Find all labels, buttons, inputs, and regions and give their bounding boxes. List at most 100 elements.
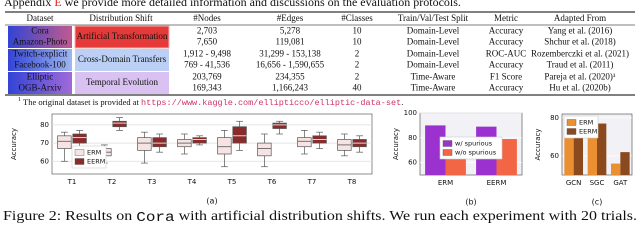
table-cell: Elliptic bbox=[27, 72, 54, 82]
header-ref: E bbox=[54, 0, 61, 9]
bar bbox=[587, 136, 597, 175]
footnote-end: . bbox=[401, 97, 403, 107]
table-cell: Facebook-100 bbox=[14, 60, 66, 70]
table-cell: 1,166,243 bbox=[272, 83, 309, 93]
shift-cell-bg bbox=[75, 72, 169, 94]
table-cell: Shchur et al. (2018) bbox=[544, 37, 615, 47]
bar bbox=[573, 125, 583, 175]
footnote-text: The original dataset is provided at bbox=[23, 97, 140, 107]
caption-code: Cora bbox=[136, 211, 174, 226]
shift-cell: Artificial Transformation bbox=[77, 31, 168, 41]
table-cell: 119,081 bbox=[276, 37, 305, 47]
box bbox=[192, 137, 207, 144]
page: Appendix E we provide more detailed info… bbox=[3, 0, 637, 226]
table-cell: Yang et al. (2016) bbox=[548, 26, 613, 36]
legend-label: w/o spurious bbox=[455, 149, 497, 157]
shift-cell: Cross-Domain Transfers bbox=[78, 54, 167, 64]
legend-label: EERM bbox=[579, 128, 597, 136]
shift-cell: Temporal Evolution bbox=[86, 77, 159, 87]
table-cell: Domain-Level bbox=[407, 60, 460, 70]
box bbox=[257, 142, 272, 157]
table-cell: 1,912 - 9,498 bbox=[183, 49, 231, 59]
table-cell: Accuracy bbox=[489, 83, 524, 93]
table-cell: Accuracy bbox=[489, 60, 524, 70]
table-cell: Amazon-Photo bbox=[13, 37, 68, 47]
y-axis-label: Accuracy bbox=[10, 128, 18, 160]
box bbox=[137, 137, 152, 151]
table-header-cell: Adapted From bbox=[554, 13, 606, 23]
table-cell: 2 bbox=[355, 72, 360, 82]
table-cell: 169,343 bbox=[192, 83, 222, 93]
table-header-cell: Train/Val/Test Split bbox=[398, 13, 469, 23]
table-cell: 2 bbox=[355, 60, 360, 70]
legend-box bbox=[439, 136, 503, 160]
table-header-cell: Dataset bbox=[27, 13, 54, 23]
legend-label: ERM bbox=[579, 119, 593, 127]
table-cell: 40 bbox=[353, 83, 363, 93]
shift-cell-bg bbox=[75, 49, 169, 71]
table-cell: 2,703 bbox=[197, 26, 218, 36]
table-cell: Pareja et al. (2020)¹ bbox=[544, 72, 615, 82]
table-cell: Time-Aware bbox=[411, 83, 456, 93]
x-tick-label: T8 bbox=[347, 178, 357, 186]
y-tick-label: 60 bbox=[408, 159, 417, 167]
bar bbox=[597, 123, 607, 175]
table-cell: 10 bbox=[353, 37, 363, 47]
legend-swatch bbox=[74, 149, 85, 156]
table-header-cell: #Nodes bbox=[193, 13, 221, 23]
shift-cell-bg bbox=[74, 25, 170, 49]
legend-swatch bbox=[566, 128, 577, 135]
caption-prefix: Figure 2: Results on bbox=[3, 208, 133, 223]
table-cell: OGB-Arxiv bbox=[19, 83, 62, 93]
x-tick-label: ERM bbox=[438, 179, 453, 187]
table-cell: Traud et al. (2011) bbox=[547, 60, 614, 70]
table-cell: 5,278 bbox=[280, 26, 301, 36]
dataset-cell-bg bbox=[8, 49, 72, 71]
x-tick-label: GCN bbox=[566, 179, 582, 187]
dataset-cell-bg bbox=[8, 72, 72, 94]
box bbox=[112, 120, 127, 128]
x-tick-label: T4 bbox=[187, 178, 197, 186]
legend-swatch bbox=[74, 158, 85, 165]
table-cell: F1 Score bbox=[490, 72, 522, 82]
table-cell: 16,656 - 1,590,655 bbox=[256, 60, 325, 70]
header-post: we provide more detailed information and… bbox=[65, 0, 461, 9]
bar bbox=[611, 163, 621, 175]
table-header-cell: #Edges bbox=[277, 13, 304, 23]
y-axis-label: Accuracy bbox=[534, 129, 542, 161]
table-header-cell: #Classes bbox=[341, 13, 373, 23]
legend-label: w/ spurious bbox=[455, 140, 493, 148]
table-cell: 7,650 bbox=[197, 37, 218, 47]
table-cell: Domain-Level bbox=[407, 49, 460, 59]
legend-label: EERM bbox=[87, 158, 105, 166]
box bbox=[297, 137, 312, 148]
table-cell: Rozemberczki et al. (2021) bbox=[531, 49, 629, 59]
legend-label: ERM bbox=[87, 149, 101, 157]
table-header-cell: Distribution Shift bbox=[89, 13, 153, 23]
x-tick-label: SGC bbox=[590, 179, 605, 187]
table-cell: 2 bbox=[355, 49, 360, 59]
table-cell: ROC-AUC bbox=[486, 49, 527, 59]
x-tick-label: T7 bbox=[307, 178, 317, 186]
header-line: Appendix E we provide more detailed info… bbox=[4, 0, 461, 9]
table-cell: 234,355 bbox=[275, 72, 305, 82]
panel-label: (a) bbox=[206, 197, 217, 206]
table-cell: Accuracy bbox=[489, 26, 524, 36]
table-cell: 31,299 - 153,138 bbox=[259, 49, 321, 59]
table-cell: Time-Aware bbox=[411, 72, 456, 82]
x-tick-label: GAT bbox=[613, 179, 628, 187]
x-tick-label: T1 bbox=[67, 178, 77, 186]
box bbox=[152, 137, 167, 148]
footnote-url: https://www.kaggle.com/ellipticco/ellipt… bbox=[141, 98, 401, 108]
footnote: 1 The original dataset is provided at htt… bbox=[18, 97, 403, 108]
legend-swatch bbox=[566, 119, 577, 126]
legend-swatch bbox=[442, 149, 453, 156]
table-cell: Twitch-explicit bbox=[13, 49, 68, 59]
panel-label: (b) bbox=[465, 198, 476, 207]
x-tick-label: EERM bbox=[487, 179, 507, 187]
header-pre: Appendix bbox=[4, 0, 51, 9]
table-cell: Accuracy bbox=[489, 37, 524, 47]
table-cell: Cora bbox=[31, 26, 49, 36]
table-cell: Domain-Level bbox=[407, 37, 460, 47]
y-tick-label: 60 bbox=[40, 157, 49, 165]
